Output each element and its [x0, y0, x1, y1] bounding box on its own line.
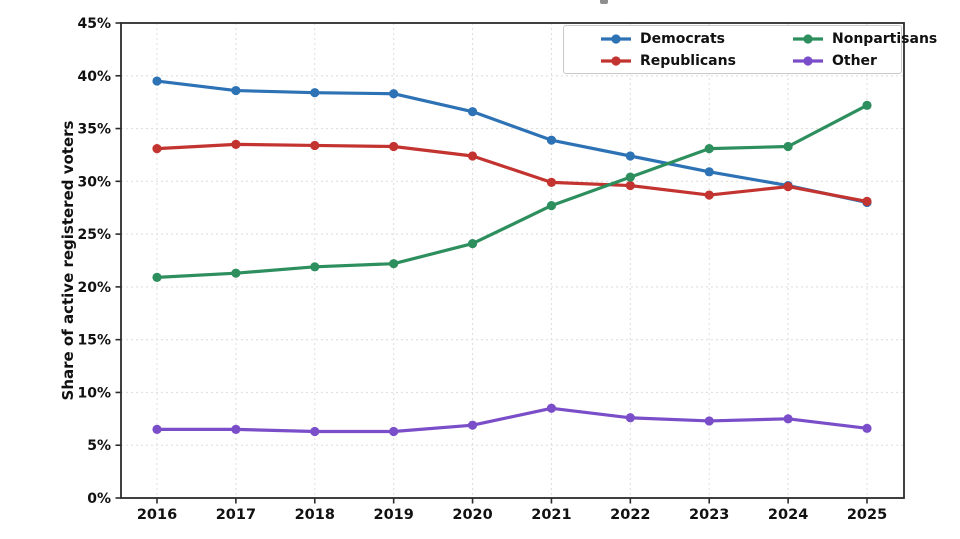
data-point-democrats-2020 [467, 107, 478, 117]
legend: Democrats Nonpartisans Republicans Other [563, 25, 937, 74]
data-point-republicans-2017 [231, 139, 241, 149]
legend-item-democrats: Democrats [600, 32, 792, 46]
x-tick-label: 2019 [373, 507, 413, 523]
cropped-title-fragment [600, 0, 608, 4]
data-point-nonpartisans-2019 [389, 259, 399, 269]
y-tick-label: 25% [77, 227, 111, 243]
data-point-democrats-2023 [704, 167, 714, 177]
data-point-republicans-2016 [152, 144, 162, 154]
x-tick-label: 2018 [295, 507, 335, 523]
data-point-other-2023 [704, 416, 714, 426]
legend-label-other: Other [832, 53, 877, 69]
data-point-nonpartisans-2016 [152, 272, 162, 282]
data-point-other-2016 [152, 424, 162, 434]
data-point-nonpartisans-2021 [546, 201, 557, 211]
data-point-other-2020 [467, 420, 478, 430]
data-point-nonpartisans-2023 [704, 144, 714, 154]
data-point-other-2021 [546, 403, 557, 413]
series-line-democrats [155, 79, 869, 205]
x-tick-label: 2021 [531, 507, 571, 523]
y-axis-title: Share of active registered voters [59, 120, 77, 400]
legend-item-republicans: Republicans [600, 54, 792, 68]
series-line-other [155, 406, 869, 434]
data-point-nonpartisans-2022 [625, 172, 635, 182]
legend-marker-other-icon [793, 56, 823, 66]
legend-label-democrats: Democrats [640, 31, 725, 47]
series-line-nonpartisans [155, 103, 869, 279]
data-point-democrats-2022 [625, 151, 635, 161]
x-tick-label: 2016 [137, 507, 177, 523]
data-point-other-2022 [625, 413, 635, 423]
data-point-republicans-2021 [546, 177, 557, 187]
data-point-democrats-2021 [546, 135, 557, 145]
y-tick-label: 20% [77, 280, 111, 296]
data-point-republicans-2023 [704, 190, 714, 200]
x-tick-label: 2024 [768, 507, 808, 523]
x-tick-label: 2017 [216, 507, 256, 523]
data-point-republicans-2024 [783, 182, 793, 192]
data-point-nonpartisans-2017 [231, 268, 241, 278]
data-point-nonpartisans-2025 [862, 100, 872, 110]
data-point-republicans-2018 [310, 140, 320, 151]
data-point-other-2025 [862, 423, 872, 433]
series-line-republicans [155, 142, 869, 203]
y-tick-label: 40% [77, 69, 111, 85]
data-point-other-2019 [389, 426, 399, 437]
data-point-nonpartisans-2018 [310, 262, 320, 272]
data-point-democrats-2019 [389, 89, 399, 99]
data-point-democrats-2017 [231, 85, 241, 96]
data-point-republicans-2019 [389, 141, 399, 152]
data-point-republicans-2022 [625, 180, 635, 191]
y-tick-label: 15% [77, 333, 111, 349]
y-tick-label: 30% [77, 174, 111, 190]
data-point-nonpartisans-2024 [783, 141, 793, 152]
x-tick-label: 2022 [610, 507, 650, 523]
data-point-other-2024 [783, 414, 793, 424]
legend-label-nonpartisans: Nonpartisans [832, 31, 938, 47]
legend-item-nonpartisans: Nonpartisans [792, 32, 937, 46]
legend-item-other: Other [792, 54, 937, 68]
y-tick-label: 10% [77, 385, 111, 401]
data-point-republicans-2025 [862, 196, 872, 206]
data-point-nonpartisans-2020 [467, 239, 478, 249]
legend-marker-republicans-icon [601, 56, 631, 66]
y-tick-label: 0% [87, 491, 111, 507]
y-tick-label: 35% [77, 122, 111, 138]
data-point-republicans-2020 [467, 151, 478, 161]
legend-marker-democrats-icon [601, 34, 631, 44]
y-tick-label: 45% [77, 16, 111, 32]
data-point-democrats-2016 [152, 76, 162, 86]
y-tick-label: 5% [87, 438, 111, 454]
x-tick-label: 2020 [452, 507, 492, 523]
x-tick-label: 2025 [847, 507, 887, 523]
plot-border [120, 22, 905, 499]
legend-marker-nonpartisans-icon [793, 34, 823, 44]
legend-label-republicans: Republicans [640, 53, 736, 69]
data-point-democrats-2018 [310, 88, 320, 98]
data-point-other-2017 [231, 424, 241, 434]
data-point-other-2018 [310, 426, 320, 437]
x-tick-label: 2023 [689, 507, 729, 523]
